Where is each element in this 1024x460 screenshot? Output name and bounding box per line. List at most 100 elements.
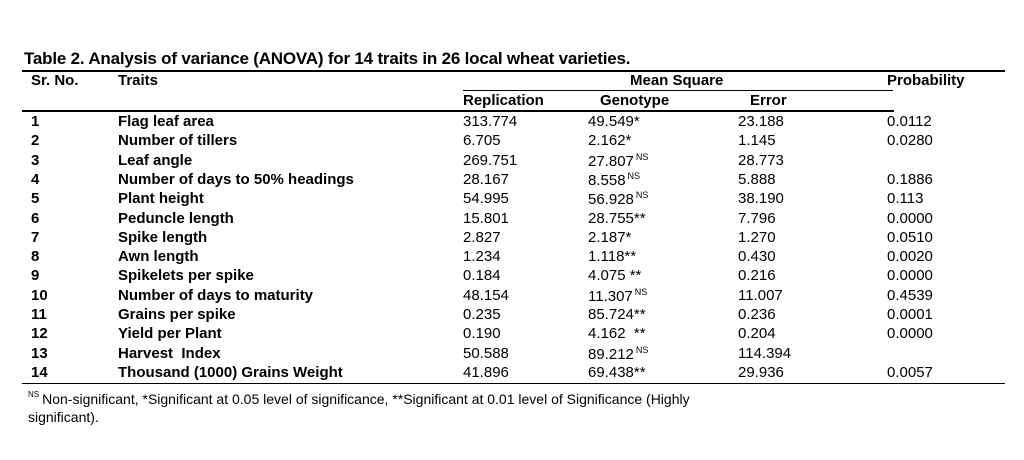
significance-mark: NS — [634, 286, 648, 297]
header-error: Error — [750, 92, 787, 109]
footnote-ns-mark: NS — [28, 390, 40, 399]
error-cell-text: 23.188 — [738, 113, 784, 130]
trait-cell: Leaf angle — [118, 152, 192, 169]
mean-square-rule — [463, 90, 893, 91]
replication-cell-text: 269.751 — [463, 151, 518, 169]
error-cell: 23.188 — [738, 113, 784, 130]
header-mean-square: Mean Square — [630, 72, 724, 89]
sr-no-cell-text: 14 — [31, 363, 48, 381]
sr-no-cell-text: 1 — [31, 113, 40, 130]
probability-cell: 0.0057 — [887, 364, 933, 381]
replication-cell: 48.154 — [463, 287, 509, 304]
trait-cell-text: Number of days to 50% headings — [118, 170, 354, 188]
probability-cell-text: 0.0000 — [887, 325, 933, 343]
genotype-cell: 28.755** — [588, 210, 646, 227]
trait-cell-text: Yield per Plant — [118, 325, 222, 343]
genotype-cell: 69.438** — [588, 364, 646, 381]
probability-cell-text: 0.1886 — [887, 170, 933, 188]
sr-no-cell: 12 — [31, 325, 48, 342]
trait-cell-text: Leaf angle — [118, 151, 193, 169]
trait-cell: Thousand (1000) Grains Weight — [118, 364, 343, 381]
trait-cell-text: Harvest Index — [118, 344, 221, 362]
probability-cell-text: 0.0001 — [887, 306, 933, 323]
replication-cell: 15.801 — [463, 210, 509, 227]
genotype-cell-text: 8.558 — [588, 171, 626, 189]
sr-no-cell-text: 4 — [31, 170, 40, 188]
probability-cell-text: 0.0000 — [887, 267, 933, 285]
error-cell-text: 114.394 — [738, 344, 792, 362]
sr-no-cell-text: 10 — [31, 286, 48, 304]
error-cell: 1.145 — [738, 132, 776, 149]
replication-cell: 41.896 — [463, 364, 509, 381]
replication-cell: 269.751 — [463, 152, 517, 169]
genotype-cell-text: 49.549* — [588, 113, 640, 130]
table-row: 6 Peduncle length 15.801 28.755** 7.796 0.000… — [0, 210, 1024, 229]
genotype-cell: 89.212 NS — [588, 345, 648, 363]
replication-cell-text: 1.234 — [463, 248, 501, 266]
replication-cell: 313.774 — [463, 113, 517, 130]
replication-cell: 6.705 — [463, 132, 501, 149]
top-rule — [22, 70, 1005, 72]
error-cell: 5.888 — [738, 171, 776, 188]
probability-cell-text: 0.0112 — [887, 113, 932, 130]
sr-no-cell-text: 11 — [31, 306, 47, 323]
table-row: 5 Plant height 54.995 56.928 NS 38.190 0.113 — [0, 190, 1024, 209]
error-cell-text: 1.145 — [738, 132, 776, 150]
genotype-cell-text: 28.755** — [588, 209, 646, 227]
trait-cell: Harvest Index — [118, 345, 221, 362]
replication-cell-text: 54.995 — [463, 190, 509, 208]
error-cell-text: 11.007 — [738, 286, 783, 304]
probability-cell: 0.4539 — [887, 287, 933, 304]
error-cell: 0.216 — [738, 267, 776, 284]
bottom-rule — [22, 383, 1005, 384]
probability-cell-text: 0.0020 — [887, 248, 933, 266]
error-cell-text: 0.204 — [738, 325, 776, 343]
trait-cell: Spike length — [118, 229, 207, 246]
genotype-cell: 11.307 NS — [588, 287, 647, 305]
replication-cell: 0.235 — [463, 306, 501, 323]
footnote: NS Non-significant, *Significant at 0.05 … — [28, 386, 728, 426]
replication-cell: 0.184 — [463, 267, 501, 284]
sr-no-cell: 8 — [31, 248, 39, 265]
probability-cell: 0.0112 — [887, 113, 932, 130]
genotype-cell-text: 1.118** — [588, 248, 637, 266]
sr-no-cell-text: 3 — [31, 151, 40, 169]
header-sr-no: Sr. No. — [31, 72, 79, 89]
sr-no-cell-text: 7 — [31, 228, 40, 246]
error-cell: 7.796 — [738, 210, 776, 227]
error-cell-text: 1.270 — [738, 228, 776, 246]
probability-cell-text: 0.0510 — [887, 228, 933, 246]
probability-cell: 0.0001 — [887, 306, 933, 323]
replication-cell-text: 0.235 — [463, 306, 501, 323]
trait-cell: Yield per Plant — [118, 325, 222, 342]
table-row: 7 Spike length 2.827 2.187* 1.270 0.0510 — [0, 229, 1024, 248]
sr-no-cell: 14 — [31, 364, 48, 381]
header-replication: Replication — [463, 92, 544, 109]
trait-cell: Flag leaf area — [118, 113, 214, 130]
trait-cell-text: Awn length — [118, 248, 199, 266]
replication-cell-text: 313.774 — [463, 113, 518, 130]
sr-no-cell-text: 9 — [31, 267, 40, 285]
probability-cell-text: 0.0057 — [887, 363, 933, 381]
trait-cell-text: Number of days to maturity — [118, 286, 314, 304]
error-cell: 1.270 — [738, 229, 776, 246]
replication-cell: 1.234 — [463, 248, 501, 265]
error-cell-text: 29.936 — [738, 363, 784, 381]
replication-cell-text: 0.190 — [463, 325, 501, 343]
error-cell: 0.236 — [738, 306, 776, 323]
significance-mark: NS — [635, 151, 649, 162]
error-cell-text: 38.190 — [738, 190, 784, 208]
header-traits: Traits — [118, 72, 159, 89]
genotype-cell-text: 11.307 — [588, 287, 633, 305]
significance-mark: NS — [627, 170, 641, 181]
trait-cell: Number of days to maturity — [118, 287, 313, 304]
sr-no-cell-text: 5 — [31, 190, 40, 208]
table-row: 10 Number of days to maturity 48.154 11.307… — [0, 287, 1024, 306]
trait-cell-text: Spikelets per spike — [118, 267, 254, 285]
header-genotype: Genotype — [600, 92, 670, 109]
error-cell-text: 0.236 — [738, 306, 776, 323]
sr-no-cell-text: 12 — [31, 325, 48, 343]
sr-no-cell: 9 — [31, 267, 39, 284]
header-rule — [22, 110, 894, 112]
sr-no-cell: 7 — [31, 229, 39, 246]
